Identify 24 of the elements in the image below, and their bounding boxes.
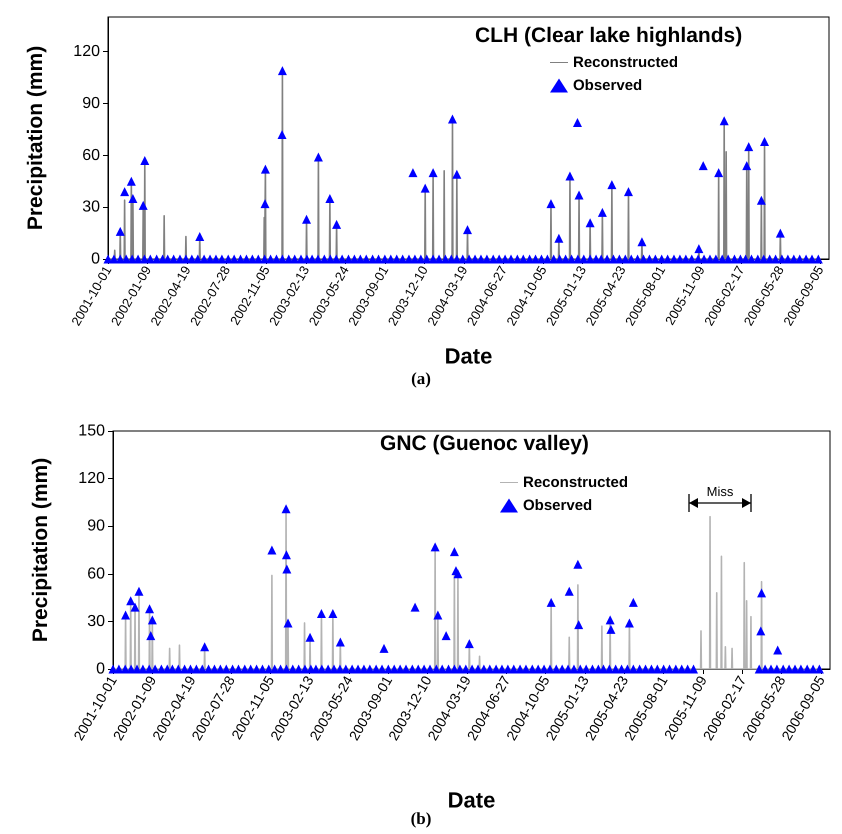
text: (a) [411, 369, 431, 388]
y-tick-label: 120 [73, 43, 100, 60]
text: (b) [410, 809, 432, 828]
y-axis-title: Precipitation (mm) [24, 46, 47, 230]
y-tick-label: 30 [87, 612, 106, 630]
chart-title: GNC (Guenoc valley) [380, 432, 589, 455]
y-tick-label: 0 [96, 660, 106, 678]
y-tick-label: 0 [91, 250, 100, 268]
y-tick-label: 30 [82, 198, 100, 216]
legend-label: Reconstructed [523, 474, 628, 491]
legend-label: Reconstructed [573, 54, 678, 71]
legend-label: Observed [573, 77, 642, 94]
y-tick-label: 60 [82, 146, 100, 164]
legend-label: Observed [523, 497, 592, 514]
chart-title: CLH (Clear lake highlands) [475, 24, 742, 47]
y-tick-label: 90 [87, 518, 106, 535]
y-axis-title: Precipitation (mm) [29, 458, 52, 642]
x-axis-title: Date [448, 788, 496, 812]
y-tick-label: 90 [82, 94, 100, 112]
y-tick-label: 120 [78, 470, 106, 488]
x-axis-title: Date [444, 344, 492, 368]
annotation: Miss [706, 484, 734, 499]
y-tick-label: 60 [87, 565, 106, 582]
y-tick-label: 150 [78, 422, 106, 440]
